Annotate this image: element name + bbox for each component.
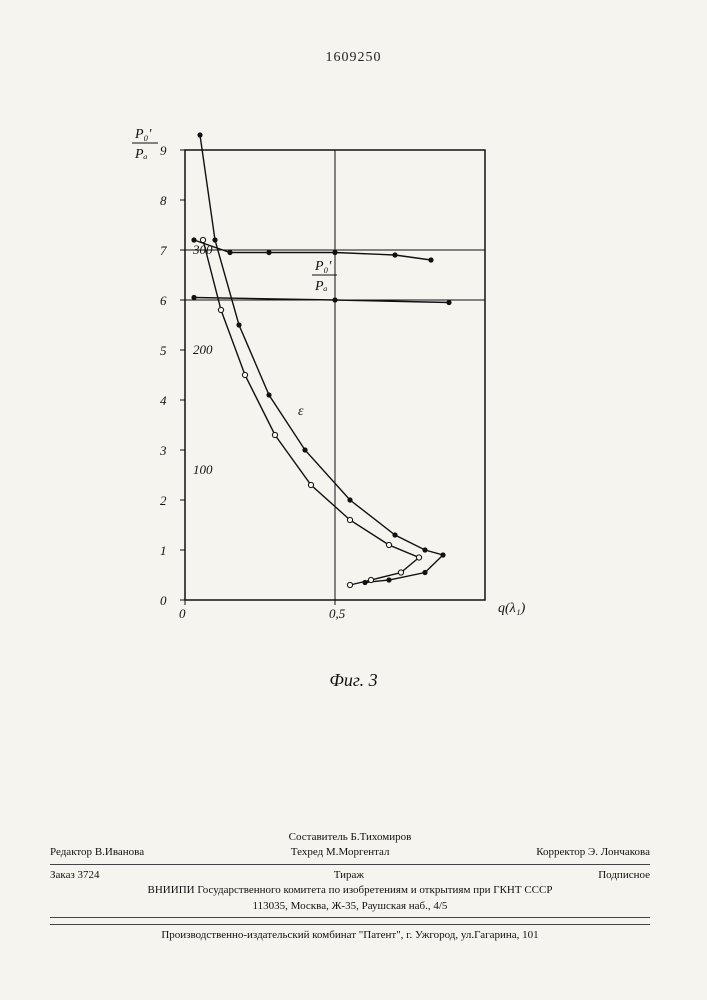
marker-epsilon_outer: [422, 570, 427, 575]
svg-text:P₀′: P₀′: [314, 259, 332, 274]
marker-ratio_upper: [266, 250, 271, 255]
svg-text:200: 200: [193, 342, 213, 357]
techred-cell: Техред М.Моргентал: [291, 845, 390, 860]
marker-epsilon_outer: [236, 322, 241, 327]
marker-epsilon_inner: [386, 542, 391, 547]
series-epsilon_inner: [203, 240, 419, 585]
marker-epsilon_inner: [416, 555, 421, 560]
marker-epsilon_outer: [266, 392, 271, 397]
marker-ratio_upper: [227, 250, 232, 255]
order-cell: Заказ 3724: [50, 868, 100, 883]
svg-text:0: 0: [179, 606, 186, 621]
marker-epsilon_outer: [392, 532, 397, 537]
svg-text:1: 1: [160, 543, 167, 558]
org-line-1: ВНИИПИ Государственного комитета по изоб…: [50, 883, 650, 898]
marker-epsilon_outer: [347, 497, 352, 502]
compiler-line: Составитель Б.Тихомиров: [50, 830, 650, 845]
marker-ratio_lower: [332, 297, 337, 302]
series-group: [191, 132, 451, 587]
x-axis-label: q(λ₁): [498, 601, 526, 616]
marker-epsilon_outer: [422, 547, 427, 552]
series-epsilon_outer: [200, 135, 443, 583]
svg-text:2: 2: [160, 493, 167, 508]
marker-ratio_upper: [428, 257, 433, 262]
marker-epsilon_outer: [386, 577, 391, 582]
marker-epsilon_outer: [212, 237, 217, 242]
marker-epsilon_inner: [347, 517, 352, 522]
org-line-2: 113035, Москва, Ж-35, Раушская наб., 4/5: [50, 899, 650, 914]
marker-epsilon_inner: [398, 570, 403, 575]
marker-epsilon_inner: [200, 237, 205, 242]
chart-svg: P₀′ Pₐ 0123456789 100200300 00,5 q(λ₁): [120, 120, 540, 660]
marker-ratio_upper: [191, 237, 196, 242]
marker-epsilon_outer: [302, 447, 307, 452]
svg-text:Pₐ: Pₐ: [134, 147, 148, 162]
marker-epsilon_inner: [218, 307, 223, 312]
marker-ratio_lower: [191, 295, 196, 300]
epsilon-label: ε: [298, 404, 304, 419]
tirazh-cell: Тираж: [334, 868, 364, 883]
svg-text:100: 100: [193, 462, 213, 477]
marker-ratio_upper: [332, 250, 337, 255]
corrector-cell: Корректор Э. Лончакова: [536, 845, 650, 860]
svg-text:Pₐ: Pₐ: [314, 279, 328, 294]
svg-text:8: 8: [160, 193, 167, 208]
order-row: Заказ 3724 Тираж Подписное: [50, 868, 650, 883]
marker-ratio_lower: [446, 300, 451, 305]
marker-epsilon_inner: [308, 482, 313, 487]
svg-text:6: 6: [160, 293, 167, 308]
document-number: 1609250: [0, 50, 707, 66]
x-ticks: 00,5: [179, 600, 346, 621]
marker-epsilon_inner: [272, 432, 277, 437]
svg-text:0,5: 0,5: [329, 606, 346, 621]
y-ticks-left: 0 1 2 3 4 5 6 7 8 9: [159, 143, 185, 608]
chart-container: P₀′ Pₐ 0123456789 100200300 00,5 q(λ₁): [120, 120, 540, 660]
marker-epsilon_inner: [347, 582, 352, 587]
svg-text:5: 5: [160, 343, 167, 358]
marker-epsilon_outer: [440, 552, 445, 557]
ratio-label: P₀′ Pₐ: [312, 259, 337, 294]
svg-text:P₀′: P₀′: [134, 127, 152, 142]
page: 1609250 P₀′ Pₐ 0123456789 100200300 00,5: [0, 0, 707, 1000]
y-ticks-right: 100 200 300: [192, 242, 213, 477]
figure-caption: Фиг. 3: [0, 670, 707, 691]
svg-text:4: 4: [160, 393, 167, 408]
marker-epsilon_inner: [368, 577, 373, 582]
printer-line: Производственно-издательский комбинат "П…: [50, 928, 650, 943]
svg-text:9: 9: [160, 143, 167, 158]
marker-epsilon_inner: [242, 372, 247, 377]
podpisnoe-cell: Подписное: [598, 868, 650, 883]
footer: Составитель Б.Тихомиров Редактор В.Ивано…: [50, 830, 650, 943]
svg-text:0: 0: [160, 593, 167, 608]
editor-cell: Редактор В.Иванова: [50, 845, 144, 860]
marker-epsilon_outer: [197, 132, 202, 137]
svg-text:300: 300: [192, 242, 213, 257]
credits-row: Редактор В.Иванова Техред М.Моргентал Ко…: [50, 845, 650, 860]
marker-ratio_upper: [392, 252, 397, 257]
svg-text:7: 7: [160, 243, 167, 258]
y-axis-label: P₀′ Pₐ: [132, 127, 158, 162]
svg-text:3: 3: [159, 443, 167, 458]
